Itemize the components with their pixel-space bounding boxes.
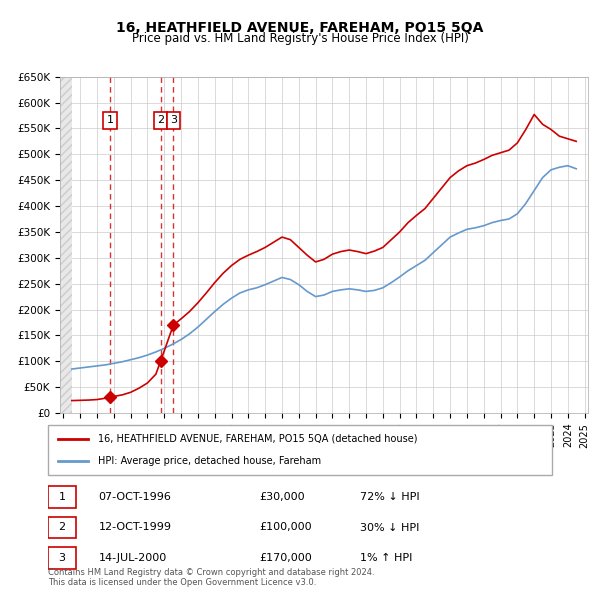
Text: 2: 2 — [157, 116, 164, 126]
Text: 3: 3 — [58, 553, 65, 563]
Text: 72% ↓ HPI: 72% ↓ HPI — [361, 492, 420, 502]
Text: 12-OCT-1999: 12-OCT-1999 — [98, 523, 172, 533]
Text: HPI: Average price, detached house, Fareham: HPI: Average price, detached house, Fare… — [98, 456, 322, 466]
Text: 30% ↓ HPI: 30% ↓ HPI — [361, 523, 420, 533]
Text: 14-JUL-2000: 14-JUL-2000 — [98, 553, 167, 563]
Text: £100,000: £100,000 — [260, 523, 313, 533]
Text: 1: 1 — [58, 492, 65, 502]
Text: 2: 2 — [58, 523, 65, 533]
Text: 3: 3 — [170, 116, 177, 126]
Text: 16, HEATHFIELD AVENUE, FAREHAM, PO15 5QA (detached house): 16, HEATHFIELD AVENUE, FAREHAM, PO15 5QA… — [98, 434, 418, 444]
Bar — [60, 77, 72, 413]
FancyBboxPatch shape — [48, 547, 76, 569]
Text: Contains HM Land Registry data © Crown copyright and database right 2024.
This d: Contains HM Land Registry data © Crown c… — [48, 568, 374, 587]
Text: £30,000: £30,000 — [260, 492, 305, 502]
Text: Price paid vs. HM Land Registry's House Price Index (HPI): Price paid vs. HM Land Registry's House … — [131, 32, 469, 45]
Text: £170,000: £170,000 — [260, 553, 313, 563]
Text: 16, HEATHFIELD AVENUE, FAREHAM, PO15 5QA: 16, HEATHFIELD AVENUE, FAREHAM, PO15 5QA — [116, 21, 484, 35]
FancyBboxPatch shape — [48, 516, 76, 539]
Text: 07-OCT-1996: 07-OCT-1996 — [98, 492, 171, 502]
FancyBboxPatch shape — [48, 486, 76, 508]
Text: 1: 1 — [106, 116, 113, 126]
FancyBboxPatch shape — [48, 425, 552, 475]
Text: 1% ↑ HPI: 1% ↑ HPI — [361, 553, 413, 563]
